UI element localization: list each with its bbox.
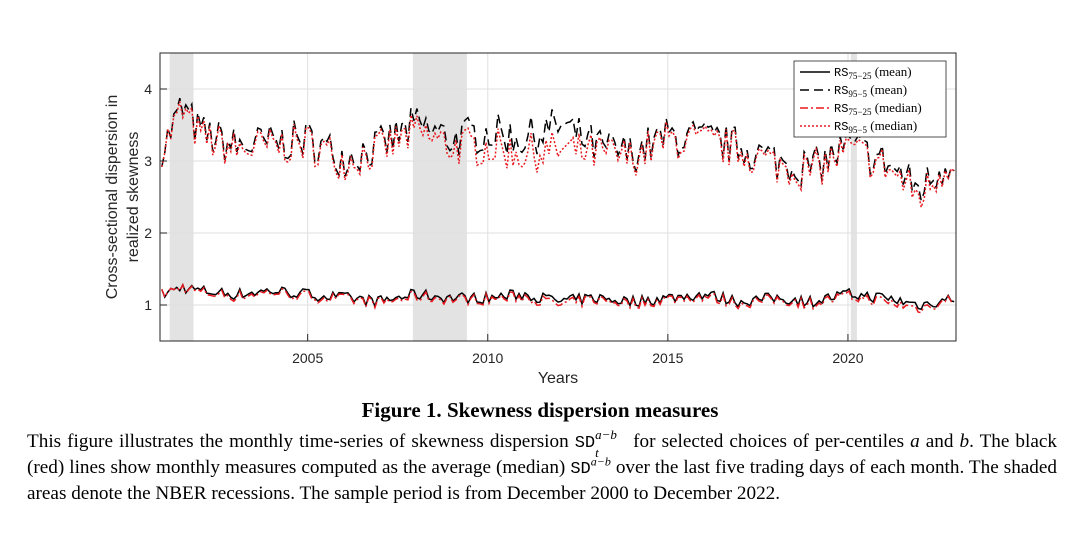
caption-sd-symbol: SD <box>574 434 596 453</box>
y-tick-label-1: 2 <box>144 225 152 241</box>
caption-part-3: . The black (red) lines show monthly mea… <box>27 431 1057 478</box>
x-axis-label: Years <box>538 370 578 387</box>
figure-caption-body: This figure illustrates the monthly time… <box>27 427 1058 506</box>
recession-band-0 <box>169 53 194 341</box>
caption-sd2-symbol: SD <box>570 460 591 479</box>
legend-entry-3: RS95−5 (median) <box>834 118 917 135</box>
caption-part-1: This figure illustrates the monthly time… <box>27 431 569 452</box>
legend-entry-2: RS75−25 (median) <box>834 100 922 117</box>
caption-sd2-sup: a−b <box>590 454 611 469</box>
legend-entry-0: RS75−25 (mean) <box>834 64 912 81</box>
y-axis-label-line-2: realized skewness <box>125 132 142 263</box>
x-tick-label-2: 2015 <box>652 350 683 366</box>
caption-title-text: Skewness dispersion measures <box>446 398 719 422</box>
series-line-0 <box>161 282 955 311</box>
y-tick-label-3: 4 <box>144 81 152 97</box>
caption-sd-sub: t <box>595 445 599 460</box>
legend-entry-1: RS95−5 (mean) <box>834 82 907 99</box>
y-axis-label-line-1: Cross-sectional dispersion in <box>104 95 121 300</box>
figure-chart: 2005 2010 2015 2020 1 2 3 4 Years Cross-sectional… <box>104 52 957 387</box>
caption-part-2: for selected choices of per-centiles <box>633 431 905 452</box>
caption-part-4: over the last five trading days of each … <box>27 457 1058 504</box>
series-line-2 <box>161 283 955 314</box>
plot-frame <box>159 52 957 342</box>
recession-band-2 <box>850 53 857 341</box>
y-tick-label-2: 3 <box>144 153 152 169</box>
x-tick-label-1: 2010 <box>472 350 503 366</box>
legend-box <box>793 60 947 138</box>
recession-band-1 <box>412 53 467 341</box>
x-tick-label-0: 2005 <box>292 350 323 366</box>
x-tick-label-3: 2020 <box>832 350 863 366</box>
figure-caption-title: Figure 1. Skewness dispersion measures <box>0 398 1080 423</box>
caption-and: and <box>925 431 954 452</box>
y-tick-label-0: 1 <box>144 297 152 313</box>
line-chart: 2005 2010 2015 2020 1 2 3 4 Years Cross-sectional… <box>104 52 957 387</box>
caption-var-b: b <box>959 431 970 452</box>
caption-sd-scripts: a−b t <box>595 427 627 460</box>
caption-label: Figure 1. <box>361 398 442 422</box>
caption-var-a: a <box>910 431 920 452</box>
caption-sd-sup: a−b <box>595 427 617 442</box>
series-line-3 <box>161 101 955 211</box>
